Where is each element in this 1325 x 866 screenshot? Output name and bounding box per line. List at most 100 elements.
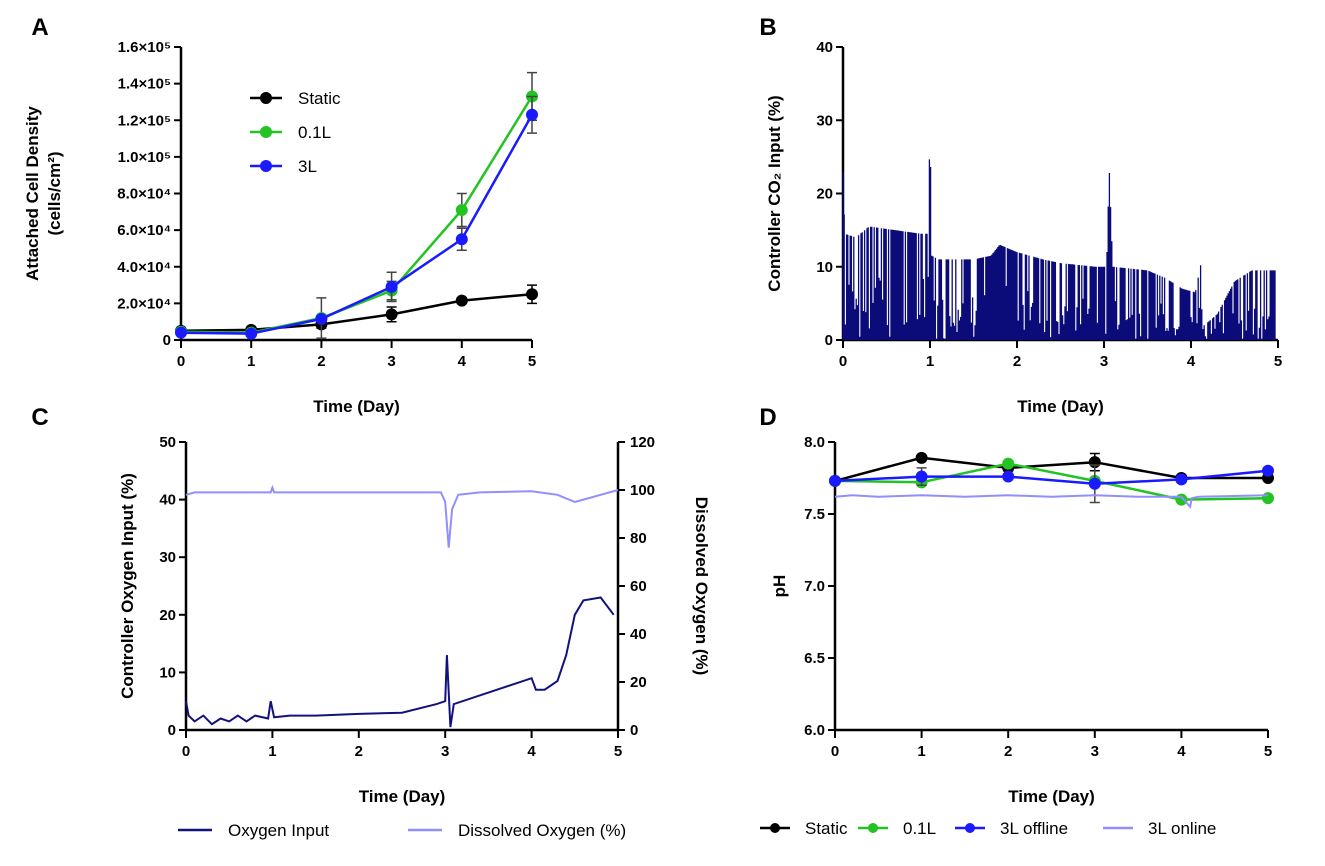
x-axis-label: Time (Day) (313, 397, 400, 416)
y-tick-label: 4.0×10⁴ (117, 259, 171, 276)
data-point (1175, 493, 1188, 506)
y-tick-label: 2.0×10⁴ (117, 295, 171, 312)
y-tick-label: 20 (159, 607, 176, 624)
legend-label: 3L offline (1000, 819, 1068, 838)
x-axis-label: Time (Day) (1017, 397, 1104, 416)
legend-marker (868, 823, 878, 833)
y2-tick-label: 80 (630, 530, 647, 547)
y-tick-label: 40 (159, 492, 176, 509)
data-point (315, 312, 328, 325)
data-point (455, 203, 468, 216)
y-tick-label: 6.5 (804, 650, 825, 667)
y2-tick-label: 40 (630, 626, 647, 643)
data-point (455, 294, 468, 307)
x-tick-label: 0 (177, 353, 185, 370)
panel-A: A 0 1 2 3 4 5 0 2.0×10⁴ 4.0×10⁴ 6.0×10⁴ 8.0×10⁴ 1.0×… (23, 14, 538, 416)
data-point (915, 451, 928, 464)
x-tick-label: 5 (1264, 743, 1272, 760)
data-point (526, 288, 538, 301)
data-point (1002, 457, 1015, 470)
series-line-Oxygen-Input (185, 596, 615, 728)
data-point (1262, 492, 1274, 505)
panel-D: D 0 1 2 3 4 5 6.0 6.5 7.0 7.5 8.0 Time (Day) pH Static… (759, 404, 1274, 838)
data-point (385, 308, 398, 321)
y-axis-label: (cells/cm²) (45, 151, 64, 235)
y2-tick-label: 100 (630, 482, 655, 499)
y2-tick-label: 120 (630, 434, 655, 451)
x-tick-label: 3 (441, 743, 449, 760)
y-axis-label: Controller Oxygen Input (%) (118, 473, 137, 699)
y-tick-label: 20 (816, 186, 833, 203)
x-tick-label: 1 (926, 353, 934, 370)
panel-label: D (759, 404, 776, 431)
y-axis-label: Controller CO₂ Input (%) (765, 95, 784, 291)
x-tick-label: 3 (387, 353, 395, 370)
legend-label: 0.1L (298, 123, 331, 142)
x-tick-label: 5 (1274, 353, 1282, 370)
panel-B: B 0 1 2 3 4 5 0 10 20 30 40 Time (Day) Controller CO₂… (759, 14, 1282, 416)
y-tick-label: 1.4×10⁵ (118, 76, 171, 93)
x-tick-label: 1 (917, 743, 925, 760)
y-tick-label: 7.5 (804, 506, 825, 523)
y-tick-label: 7.0 (804, 578, 825, 595)
legend-marker (260, 92, 272, 104)
y-tick-label: 0 (168, 722, 176, 739)
series-line-Static (180, 292, 533, 333)
y-tick-label: 6.0×10⁴ (117, 222, 171, 239)
x-tick-label: 0 (182, 743, 190, 760)
x-tick-label: 0 (831, 743, 839, 760)
data-point (1262, 464, 1274, 477)
x-tick-label: 2 (1013, 353, 1021, 370)
y-tick-label: 40 (816, 39, 833, 56)
legend-label: 3L online (1148, 819, 1216, 838)
y2-tick-label: 0 (630, 722, 638, 739)
data-point (1088, 477, 1101, 490)
series-line-3L (180, 114, 534, 335)
y-tick-label: 1.6×10⁵ (118, 39, 171, 56)
data-point (526, 108, 538, 121)
legend-label: Static (298, 89, 341, 108)
data-point (1175, 473, 1188, 486)
x-tick-label: 4 (458, 353, 467, 370)
legend-marker (260, 126, 272, 138)
x-tick-label: 4 (1187, 353, 1196, 370)
legend-marker (965, 823, 975, 833)
y2-axis-label: Dissolved Oxygen (%) (692, 497, 711, 676)
x-axis-label: Time (Day) (359, 787, 446, 806)
x-tick-label: 2 (317, 353, 325, 370)
series-line-0-1L (180, 95, 534, 334)
x-tick-label: 1 (268, 743, 276, 760)
y-tick-label: 0 (825, 332, 833, 349)
y-tick-label: 1.2×10⁵ (118, 112, 171, 129)
data-point (175, 326, 187, 339)
panel-label: A (31, 14, 48, 41)
y-tick-label: 1.0×10⁵ (118, 149, 171, 166)
y-tick-label: 30 (159, 549, 176, 566)
y2-tick-label: 60 (630, 578, 647, 595)
y-tick-label: 10 (159, 664, 176, 681)
y-tick-label: 0 (163, 332, 171, 349)
data-point (1002, 470, 1015, 483)
x-tick-label: 2 (355, 743, 363, 760)
y-tick-label: 8.0×10⁴ (117, 186, 171, 203)
data-point (915, 470, 928, 483)
x-tick-label: 5 (614, 743, 622, 760)
data-point (245, 327, 258, 340)
panel-label: C (31, 404, 48, 431)
x-axis-label: Time (Day) (1008, 787, 1095, 806)
legend-label: 0.1L (903, 819, 936, 838)
x-tick-label: 0 (839, 353, 847, 370)
x-tick-label: 4 (527, 743, 536, 760)
series-line-3L-online (834, 494, 1269, 510)
legend-label: Oxygen Input (228, 821, 329, 840)
legend-label: 3L (298, 157, 317, 176)
data-point (829, 474, 841, 487)
x-tick-label: 1 (247, 353, 255, 370)
co2-input-signal (842, 159, 1276, 340)
y-tick-label: 50 (159, 434, 176, 451)
legend-marker (260, 160, 272, 172)
legend-label: Static (805, 819, 848, 838)
y-tick-label: 8.0 (804, 434, 825, 451)
